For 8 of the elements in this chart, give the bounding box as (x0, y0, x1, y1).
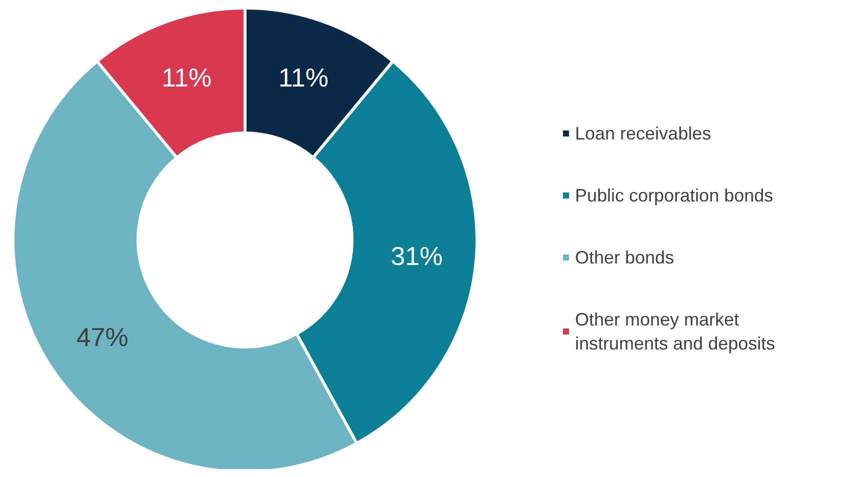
legend-label: Loan receivables (575, 124, 712, 144)
data-label: 11% (162, 62, 212, 93)
data-label: 47% (76, 322, 128, 352)
legend-label: Other bonds (575, 248, 674, 268)
legend-label: Other money market instruments and deposits (575, 310, 776, 354)
legend-label: Public corporation bonds (575, 186, 774, 206)
data-label: 11% (278, 62, 328, 93)
data-label: 31% (390, 241, 443, 272)
